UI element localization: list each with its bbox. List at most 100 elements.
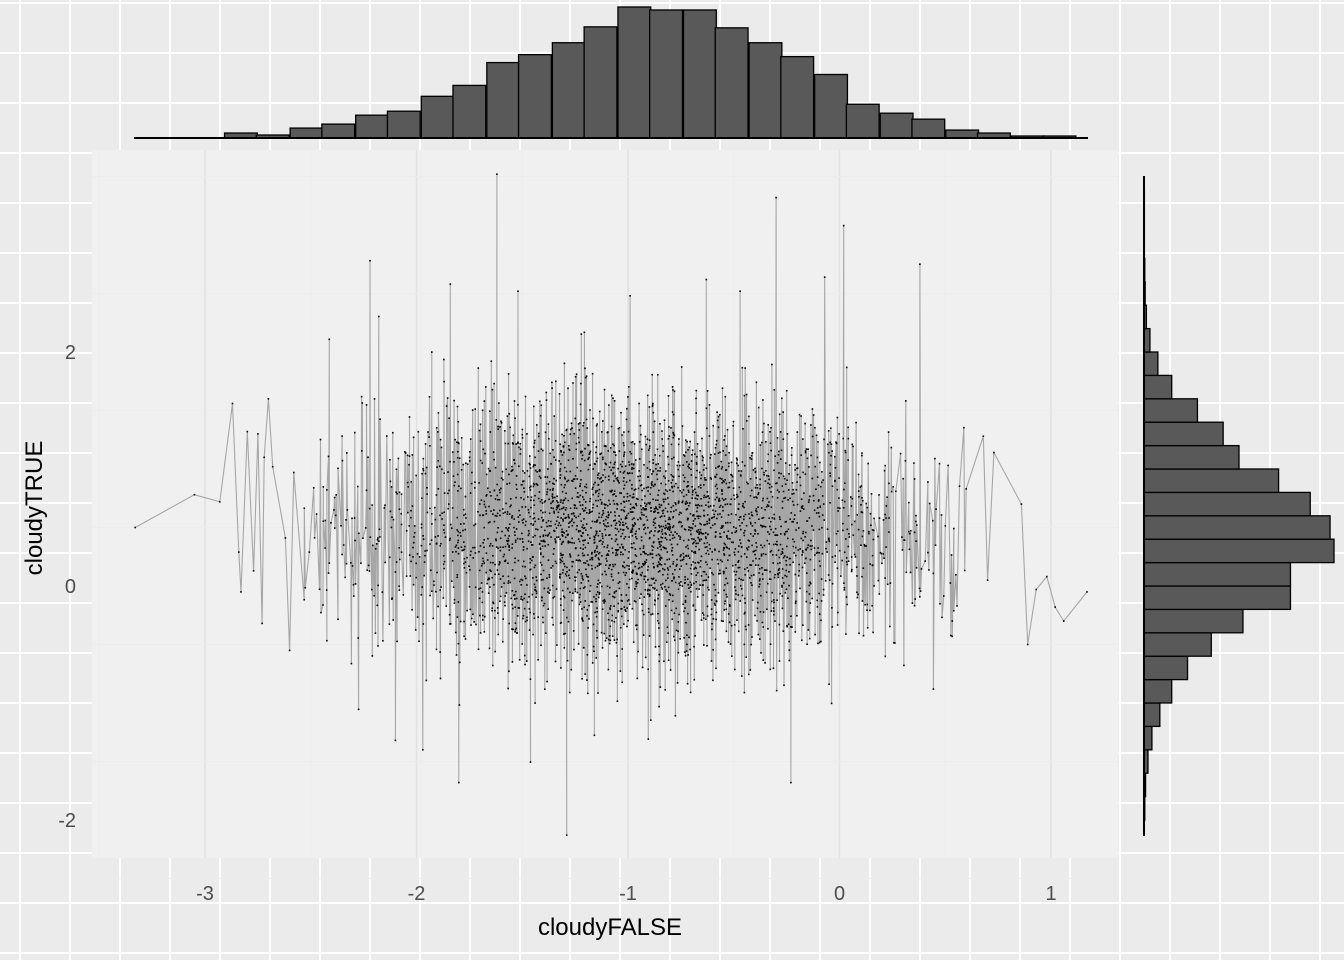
- data-point: [604, 507, 606, 509]
- data-point: [717, 415, 720, 418]
- data-point: [357, 637, 359, 639]
- data-point: [722, 506, 724, 508]
- data-point: [634, 533, 637, 535]
- data-point: [589, 450, 592, 453]
- data-point: [546, 476, 549, 478]
- data-point: [483, 500, 486, 503]
- data-point: [635, 536, 637, 538]
- data-point: [560, 451, 562, 453]
- data-point: [828, 683, 830, 685]
- data-point: [503, 582, 505, 584]
- data-point: [584, 507, 587, 509]
- data-point: [592, 468, 594, 470]
- data-point: [651, 473, 653, 475]
- data-point: [747, 624, 750, 626]
- data-point: [559, 561, 562, 564]
- data-point: [706, 586, 709, 589]
- data-point: [631, 468, 633, 470]
- data-point: [647, 490, 649, 492]
- data-point: [647, 589, 649, 592]
- data-point: [471, 471, 473, 474]
- data-point: [787, 623, 790, 626]
- data-point: [754, 467, 756, 470]
- data-point: [714, 589, 717, 591]
- data-point: [509, 426, 511, 429]
- data-point: [695, 574, 698, 576]
- data-point: [805, 600, 808, 603]
- data-point: [878, 494, 880, 496]
- data-point: [533, 566, 536, 569]
- data-point: [626, 407, 628, 410]
- data-point: [502, 640, 504, 643]
- data-point: [514, 557, 516, 560]
- data-point: [564, 478, 566, 480]
- data-point: [628, 565, 630, 567]
- data-point: [564, 565, 566, 568]
- data-point: [687, 517, 689, 520]
- data-point: [660, 482, 662, 485]
- data-point: [437, 460, 439, 462]
- data-point: [524, 593, 526, 595]
- data-point: [570, 422, 573, 425]
- top-histogram-bar: [813, 73, 849, 139]
- data-point: [562, 531, 564, 533]
- data-point: [591, 372, 594, 375]
- data-point: [908, 530, 910, 533]
- data-point: [593, 596, 595, 598]
- data-point: [626, 583, 628, 585]
- data-point: [448, 417, 450, 419]
- data-point: [642, 547, 645, 549]
- data-point: [593, 650, 595, 652]
- data-point: [511, 465, 513, 468]
- data-point: [738, 503, 740, 505]
- data-point: [483, 526, 485, 529]
- data-point: [575, 507, 578, 510]
- data-point: [440, 586, 442, 588]
- data-point: [717, 563, 719, 565]
- data-point: [542, 616, 544, 619]
- data-point: [591, 556, 594, 559]
- data-point: [627, 599, 630, 601]
- data-point: [781, 607, 784, 610]
- data-point: [573, 521, 575, 524]
- data-point: [643, 528, 645, 531]
- data-point: [668, 426, 670, 428]
- data-point: [656, 565, 659, 568]
- data-point: [502, 512, 505, 515]
- data-point: [607, 511, 609, 513]
- data-point: [707, 576, 710, 578]
- data-point: [507, 582, 509, 584]
- data-point: [518, 659, 521, 661]
- data-point: [587, 444, 590, 447]
- data-point: [369, 259, 371, 262]
- data-point: [523, 498, 525, 501]
- data-point: [563, 451, 565, 454]
- data-point: [762, 578, 764, 580]
- data-point: [773, 613, 775, 616]
- data-point: [720, 467, 723, 470]
- data-point: [795, 489, 798, 491]
- data-point: [608, 550, 610, 552]
- data-point: [838, 433, 840, 435]
- data-point: [551, 501, 554, 503]
- data-point: [615, 477, 618, 480]
- data-point: [627, 512, 630, 515]
- data-point: [632, 525, 634, 528]
- data-point: [837, 611, 839, 614]
- data-point: [565, 516, 567, 519]
- data-point: [596, 637, 598, 639]
- data-point: [588, 512, 591, 514]
- data-point: [554, 660, 557, 663]
- data-point: [567, 387, 569, 390]
- data-point: [612, 565, 615, 568]
- data-point: [593, 536, 596, 539]
- data-point: [489, 491, 491, 493]
- data-point: [660, 504, 663, 506]
- data-point: [685, 451, 687, 454]
- data-point: [666, 573, 669, 576]
- data-point: [447, 471, 449, 473]
- data-point: [534, 469, 537, 472]
- data-point: [607, 525, 610, 528]
- data-point: [442, 597, 445, 599]
- data-point: [523, 597, 526, 600]
